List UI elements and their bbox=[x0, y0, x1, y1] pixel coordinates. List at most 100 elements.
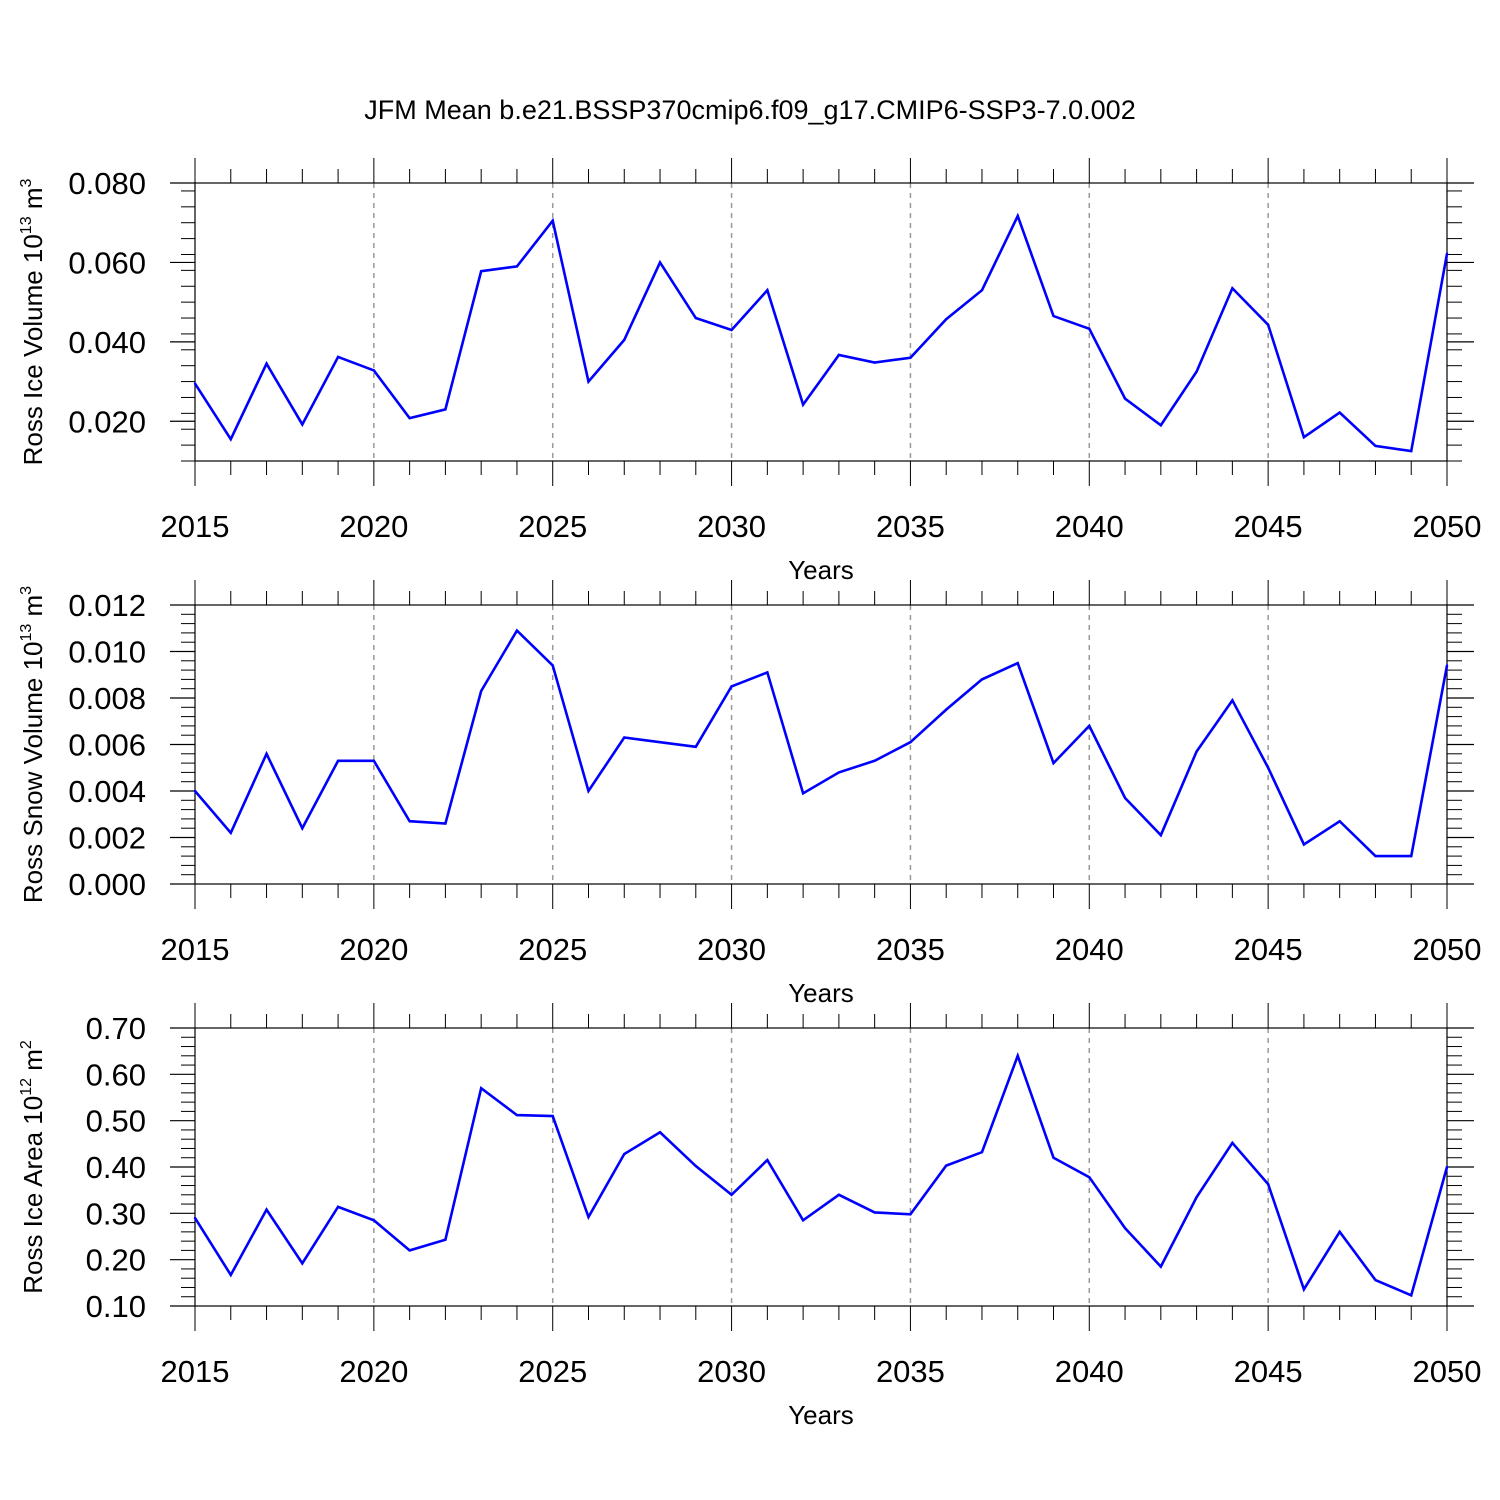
x-axis-label: Years bbox=[788, 1400, 854, 1430]
y-tick-label: 0.002 bbox=[68, 821, 146, 856]
x-tick-label: 2045 bbox=[1234, 932, 1303, 967]
data-point bbox=[265, 1208, 268, 1211]
y-tick-label: 0.70 bbox=[86, 1011, 146, 1046]
data-point bbox=[1302, 1288, 1306, 1291]
data-point bbox=[1445, 252, 1449, 255]
data-point bbox=[837, 353, 841, 357]
x-tick-label: 2045 bbox=[1234, 509, 1303, 544]
data-point bbox=[1016, 1054, 1019, 1058]
y-tick-label: 0.040 bbox=[68, 325, 146, 360]
y-axis-label-exponent: 13 bbox=[18, 216, 35, 234]
data-point bbox=[265, 362, 268, 365]
data-point bbox=[551, 1114, 554, 1118]
figure-title: JFM Mean b.e21.BSSP370cmip6.f09_g17.CMIP… bbox=[364, 95, 1135, 125]
y-tick-label: 0.012 bbox=[68, 588, 146, 623]
data-point bbox=[980, 289, 984, 292]
data-point bbox=[980, 1150, 984, 1154]
x-tick-label: 2050 bbox=[1413, 1354, 1482, 1389]
series-line-ice-area bbox=[193, 1051, 1449, 1298]
data-point bbox=[1159, 833, 1163, 837]
data-point bbox=[1052, 761, 1055, 765]
data-point bbox=[623, 1152, 626, 1156]
data-point bbox=[1088, 327, 1091, 330]
data-point bbox=[408, 1249, 411, 1252]
data-point bbox=[1195, 370, 1198, 373]
data-point bbox=[1445, 664, 1449, 667]
data-point bbox=[229, 1273, 232, 1277]
data-point bbox=[909, 1213, 912, 1216]
x-axis-label: Years bbox=[788, 978, 854, 1008]
x-tick-label: 2020 bbox=[339, 1354, 408, 1389]
y-tick-label: 0.020 bbox=[68, 404, 146, 439]
data-point bbox=[1088, 1175, 1091, 1179]
data-point bbox=[1052, 1156, 1055, 1159]
x-tick-label: 2035 bbox=[876, 1354, 945, 1389]
data-point bbox=[801, 403, 805, 406]
data-point bbox=[301, 827, 304, 830]
data-point bbox=[372, 1219, 376, 1222]
data-point bbox=[658, 740, 662, 744]
chart-panel-ice-area: 0.10 0.20 0.30 0.40 0.50 0.60 0.70 2015 2020 2025… bbox=[18, 1003, 1481, 1430]
data-point bbox=[837, 1193, 841, 1197]
data-point bbox=[909, 356, 912, 359]
data-point bbox=[873, 759, 876, 762]
data-point bbox=[1016, 214, 1019, 218]
data-point bbox=[801, 1219, 805, 1222]
x-tick-label: 2040 bbox=[1055, 932, 1124, 967]
data-point bbox=[229, 831, 232, 835]
x-tick-label: 2015 bbox=[161, 932, 230, 967]
data-point bbox=[1410, 449, 1413, 453]
y-axis-label-unit: m bbox=[18, 187, 48, 216]
data-point bbox=[1410, 854, 1413, 858]
x-axis-label: Years bbox=[788, 555, 854, 585]
plot-frame bbox=[194, 182, 1448, 462]
y-axis-label-unit-power: 3 bbox=[18, 178, 35, 187]
data-point bbox=[515, 629, 519, 632]
data-point bbox=[193, 789, 197, 793]
x-tick-label: 2050 bbox=[1413, 509, 1482, 544]
data-point bbox=[873, 361, 876, 364]
data-point bbox=[1159, 424, 1163, 427]
data-point bbox=[730, 685, 733, 688]
data-point bbox=[623, 338, 626, 342]
data-point bbox=[945, 708, 948, 711]
y-axis-label: Ross Snow Volume 1013 m3 bbox=[18, 586, 48, 903]
data-point bbox=[694, 745, 697, 749]
y-axis-label-exponent: 13 bbox=[18, 624, 35, 642]
data-point bbox=[1052, 314, 1055, 318]
data-point bbox=[1266, 323, 1270, 326]
y-tick-label: 0.30 bbox=[86, 1196, 146, 1231]
y-axis-label: Ross Ice Volume 1013 m3 bbox=[18, 178, 48, 465]
y-axis-label-text: Ross Ice Area 10 bbox=[18, 1096, 48, 1294]
x-tick-label: 2025 bbox=[518, 509, 587, 544]
data-point bbox=[515, 265, 519, 268]
x-tick-label: 2035 bbox=[876, 932, 945, 967]
x-tick-label: 2030 bbox=[697, 509, 766, 544]
data-point bbox=[623, 736, 626, 739]
data-point bbox=[479, 1087, 483, 1090]
y-tick-label: 0.40 bbox=[86, 1150, 146, 1185]
y-tick-label: 0.10 bbox=[86, 1289, 146, 1324]
data-point bbox=[1374, 1278, 1377, 1282]
data-point bbox=[1338, 820, 1341, 823]
data-point bbox=[766, 671, 769, 674]
data-point bbox=[1195, 750, 1198, 753]
data-point bbox=[265, 752, 268, 755]
y-axis-label-unit-power: 3 bbox=[18, 586, 35, 595]
data-point bbox=[301, 1262, 304, 1265]
data-point bbox=[479, 269, 483, 273]
y-tick-label: 0.000 bbox=[68, 867, 146, 902]
data-point bbox=[694, 1164, 697, 1168]
data-point bbox=[694, 316, 697, 320]
data-point bbox=[945, 1164, 948, 1167]
data-point bbox=[766, 1158, 769, 1162]
data-point bbox=[229, 437, 232, 441]
y-axis-label-text: Ross Snow Volume 10 bbox=[18, 642, 48, 904]
x-tick-label: 2030 bbox=[697, 932, 766, 967]
chart-panel-snow-volume: 0.000 0.002 0.004 0.006 0.008 0.010 0.012 2015 2… bbox=[18, 580, 1481, 1008]
data-point bbox=[1338, 1230, 1341, 1234]
data-point bbox=[301, 423, 304, 426]
data-point bbox=[837, 771, 841, 774]
y-axis-label-unit-power: 2 bbox=[18, 1040, 35, 1049]
